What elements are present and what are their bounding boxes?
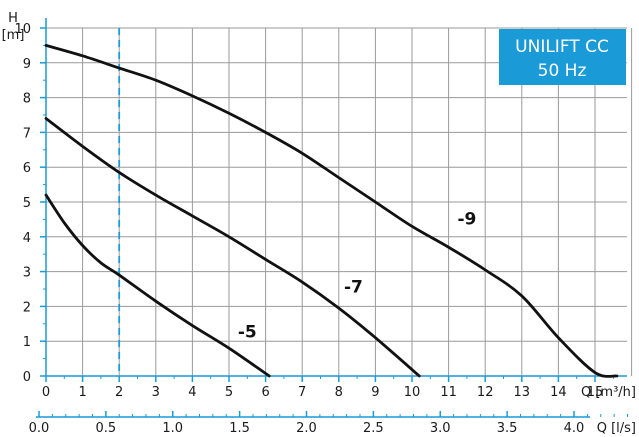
x-tick-label: 12 bbox=[477, 385, 494, 400]
x-tick-label: 1 bbox=[78, 385, 86, 400]
y-tick-label: 9 bbox=[23, 57, 31, 72]
secondary-x-tick-label: 1.0 bbox=[162, 421, 183, 436]
chart-title: UNILIFT CC bbox=[515, 37, 609, 57]
curve-label: -9 bbox=[457, 210, 476, 230]
y-tick-label: 7 bbox=[23, 126, 31, 141]
x-tick-label: 5 bbox=[225, 385, 233, 400]
y-tick-label: 5 bbox=[23, 196, 31, 211]
secondary-x-tick-label: 2.5 bbox=[363, 421, 384, 436]
y-tick-label: 3 bbox=[23, 266, 31, 281]
y-axis-title: H bbox=[8, 11, 18, 26]
curve-minus-9 bbox=[44, 44, 619, 378]
x-tick-label: 11 bbox=[440, 385, 457, 400]
secondary-x-tick-label: 2.0 bbox=[296, 421, 317, 436]
secondary-x-tick-label: 4.0 bbox=[564, 421, 585, 436]
curve-minus-5 bbox=[44, 193, 271, 378]
x-tick-label: 15 bbox=[587, 385, 604, 400]
y-tick-label: 8 bbox=[23, 92, 31, 107]
secondary-x-tick-label: 0.5 bbox=[96, 421, 117, 436]
x-tick-label: 7 bbox=[298, 385, 306, 400]
secondary-x-axis-title: Q [l/s] bbox=[597, 421, 636, 436]
y-tick-label: 2 bbox=[23, 300, 31, 315]
x-axis-title: Q [m³/h] bbox=[581, 385, 636, 400]
chart-subtitle: 50 Hz bbox=[538, 61, 587, 81]
y-tick-label: 10 bbox=[14, 22, 31, 37]
secondary-x-tick-label: 3.0 bbox=[430, 421, 451, 436]
x-tick-label: 13 bbox=[514, 385, 531, 400]
x-tick-label: 8 bbox=[335, 385, 343, 400]
curve-minus-7 bbox=[44, 117, 421, 378]
x-tick-label: 0 bbox=[42, 385, 50, 400]
title-badge bbox=[499, 29, 626, 85]
curve-label: -5 bbox=[238, 323, 257, 343]
secondary-x-tick-label: 3.5 bbox=[497, 421, 518, 436]
x-tick-label: 14 bbox=[550, 385, 567, 400]
y-tick-label: 6 bbox=[23, 161, 31, 176]
y-tick-label: 4 bbox=[23, 231, 31, 246]
secondary-x-tick-label: 1.5 bbox=[229, 421, 250, 436]
y-tick-label: 0 bbox=[23, 370, 31, 385]
secondary-x-tick-label: 0.0 bbox=[29, 421, 50, 436]
y-tick-label: 1 bbox=[23, 335, 31, 350]
x-tick-label: 4 bbox=[188, 385, 196, 400]
x-tick-label: 3 bbox=[152, 385, 160, 400]
x-tick-label: 10 bbox=[404, 385, 421, 400]
curve-label: -7 bbox=[344, 277, 363, 297]
x-tick-label: 2 bbox=[115, 385, 123, 400]
x-tick-label: 6 bbox=[261, 385, 269, 400]
y-axis-unit: [m] bbox=[2, 28, 25, 43]
x-tick-label: 9 bbox=[371, 385, 379, 400]
